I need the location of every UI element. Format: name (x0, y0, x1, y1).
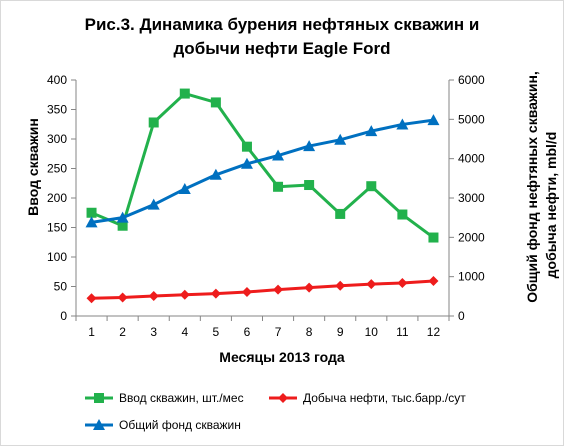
x-tick-label: 2 (119, 325, 126, 339)
legend-entry: Общий фонд скважин (85, 418, 241, 432)
series-3 (85, 114, 440, 228)
series-line (91, 279, 434, 300)
y2-tick-label: 6000 (458, 73, 485, 87)
series-2 (86, 275, 439, 304)
legend-label: Добыча нефти, тыс.барр./сут (303, 391, 466, 405)
legend-marker (278, 393, 288, 403)
x-tick-label: 8 (306, 325, 313, 339)
data-point (210, 288, 221, 299)
data-point (147, 198, 160, 210)
data-point (210, 97, 221, 108)
data-point (366, 279, 377, 290)
y2-tick-label: 0 (458, 309, 465, 323)
legend-entry: Ввод скважин, шт./мес (85, 391, 244, 405)
data-point (179, 88, 190, 99)
y-tick-label: 250 (47, 162, 67, 176)
y-tick-label: 50 (54, 280, 68, 294)
x-tick-label: 6 (244, 325, 251, 339)
data-point (116, 211, 129, 223)
chart-title-line-1: Рис.3. Динамика бурения нефтяных скважин… (84, 15, 480, 34)
x-tick-label: 5 (213, 325, 220, 339)
data-point (117, 292, 128, 303)
data-point (334, 133, 347, 145)
x-tick-label: 11 (396, 325, 409, 339)
legend-label: Общий фонд скважин (119, 418, 241, 432)
data-point (303, 140, 316, 152)
x-tick-label: 3 (150, 325, 157, 339)
data-point (428, 275, 439, 286)
data-point (335, 280, 346, 291)
data-point (85, 216, 98, 228)
data-point (304, 282, 315, 293)
data-point (304, 180, 315, 191)
data-point (273, 181, 284, 192)
x-tick-label: 1 (88, 325, 95, 339)
legend-entry: Добыча нефти, тыс.барр./сут (269, 391, 466, 405)
data-point (240, 157, 253, 169)
y-axis-title: Ввод скважин (25, 118, 41, 216)
data-point (272, 149, 285, 161)
data-point (209, 168, 222, 180)
chart-title-line-2: добычи нефти Eagle Ford (173, 39, 391, 58)
y-tick-label: 100 (47, 250, 67, 264)
y-tick-label: 150 (47, 221, 67, 235)
series-line (91, 118, 434, 224)
x-tick-label: 10 (365, 325, 379, 339)
y2-tick-label: 4000 (458, 152, 485, 166)
data-point (397, 277, 408, 288)
data-point (178, 182, 191, 194)
y-tick-label: 200 (47, 191, 67, 205)
y2-axis-title-line-1: Общий фонд нефтяных скважин, (524, 71, 540, 303)
data-point (396, 118, 409, 130)
y2-tick-label: 2000 (458, 230, 485, 244)
y2-tick-label: 1000 (458, 270, 485, 284)
legend-marker (94, 393, 104, 403)
data-point (86, 207, 97, 218)
x-axis-title: Месяцы 2013 года (219, 349, 345, 365)
series-line (90, 92, 435, 239)
legend: Ввод скважин, шт./мес Добыча нефти, тыс.б… (85, 391, 466, 432)
data-point (86, 293, 97, 304)
data-point (241, 287, 252, 298)
data-point (241, 141, 252, 152)
data-point (273, 284, 284, 295)
data-point (365, 125, 378, 137)
y-tick-label: 300 (47, 132, 67, 146)
data-point (397, 209, 408, 220)
data-point (179, 289, 190, 300)
y2-tick-label: 5000 (458, 112, 485, 126)
data-point (366, 181, 377, 192)
x-tick-label: 12 (427, 325, 441, 339)
x-tick-label: 9 (337, 325, 344, 339)
data-point (427, 114, 440, 126)
y-tick-label: 350 (47, 103, 67, 117)
data-point (117, 220, 128, 231)
y2-axis-title-line-2: добыча нефти, mbl/d (543, 131, 559, 279)
y-tick-label: 0 (60, 309, 67, 323)
data-point (148, 290, 159, 301)
y2-tick-label: 3000 (458, 191, 485, 205)
data-point (148, 117, 159, 128)
data-point (428, 232, 439, 243)
axes: 0501001502002503003504000100020003000400… (47, 73, 485, 339)
legend-label: Ввод скважин, шт./мес (119, 391, 244, 405)
series-layer (85, 88, 440, 304)
legend-marker (93, 419, 105, 430)
x-tick-label: 4 (181, 325, 188, 339)
x-tick-label: 7 (275, 325, 282, 339)
y-tick-label: 400 (47, 73, 67, 87)
data-point (335, 208, 346, 219)
series-1 (86, 88, 439, 243)
